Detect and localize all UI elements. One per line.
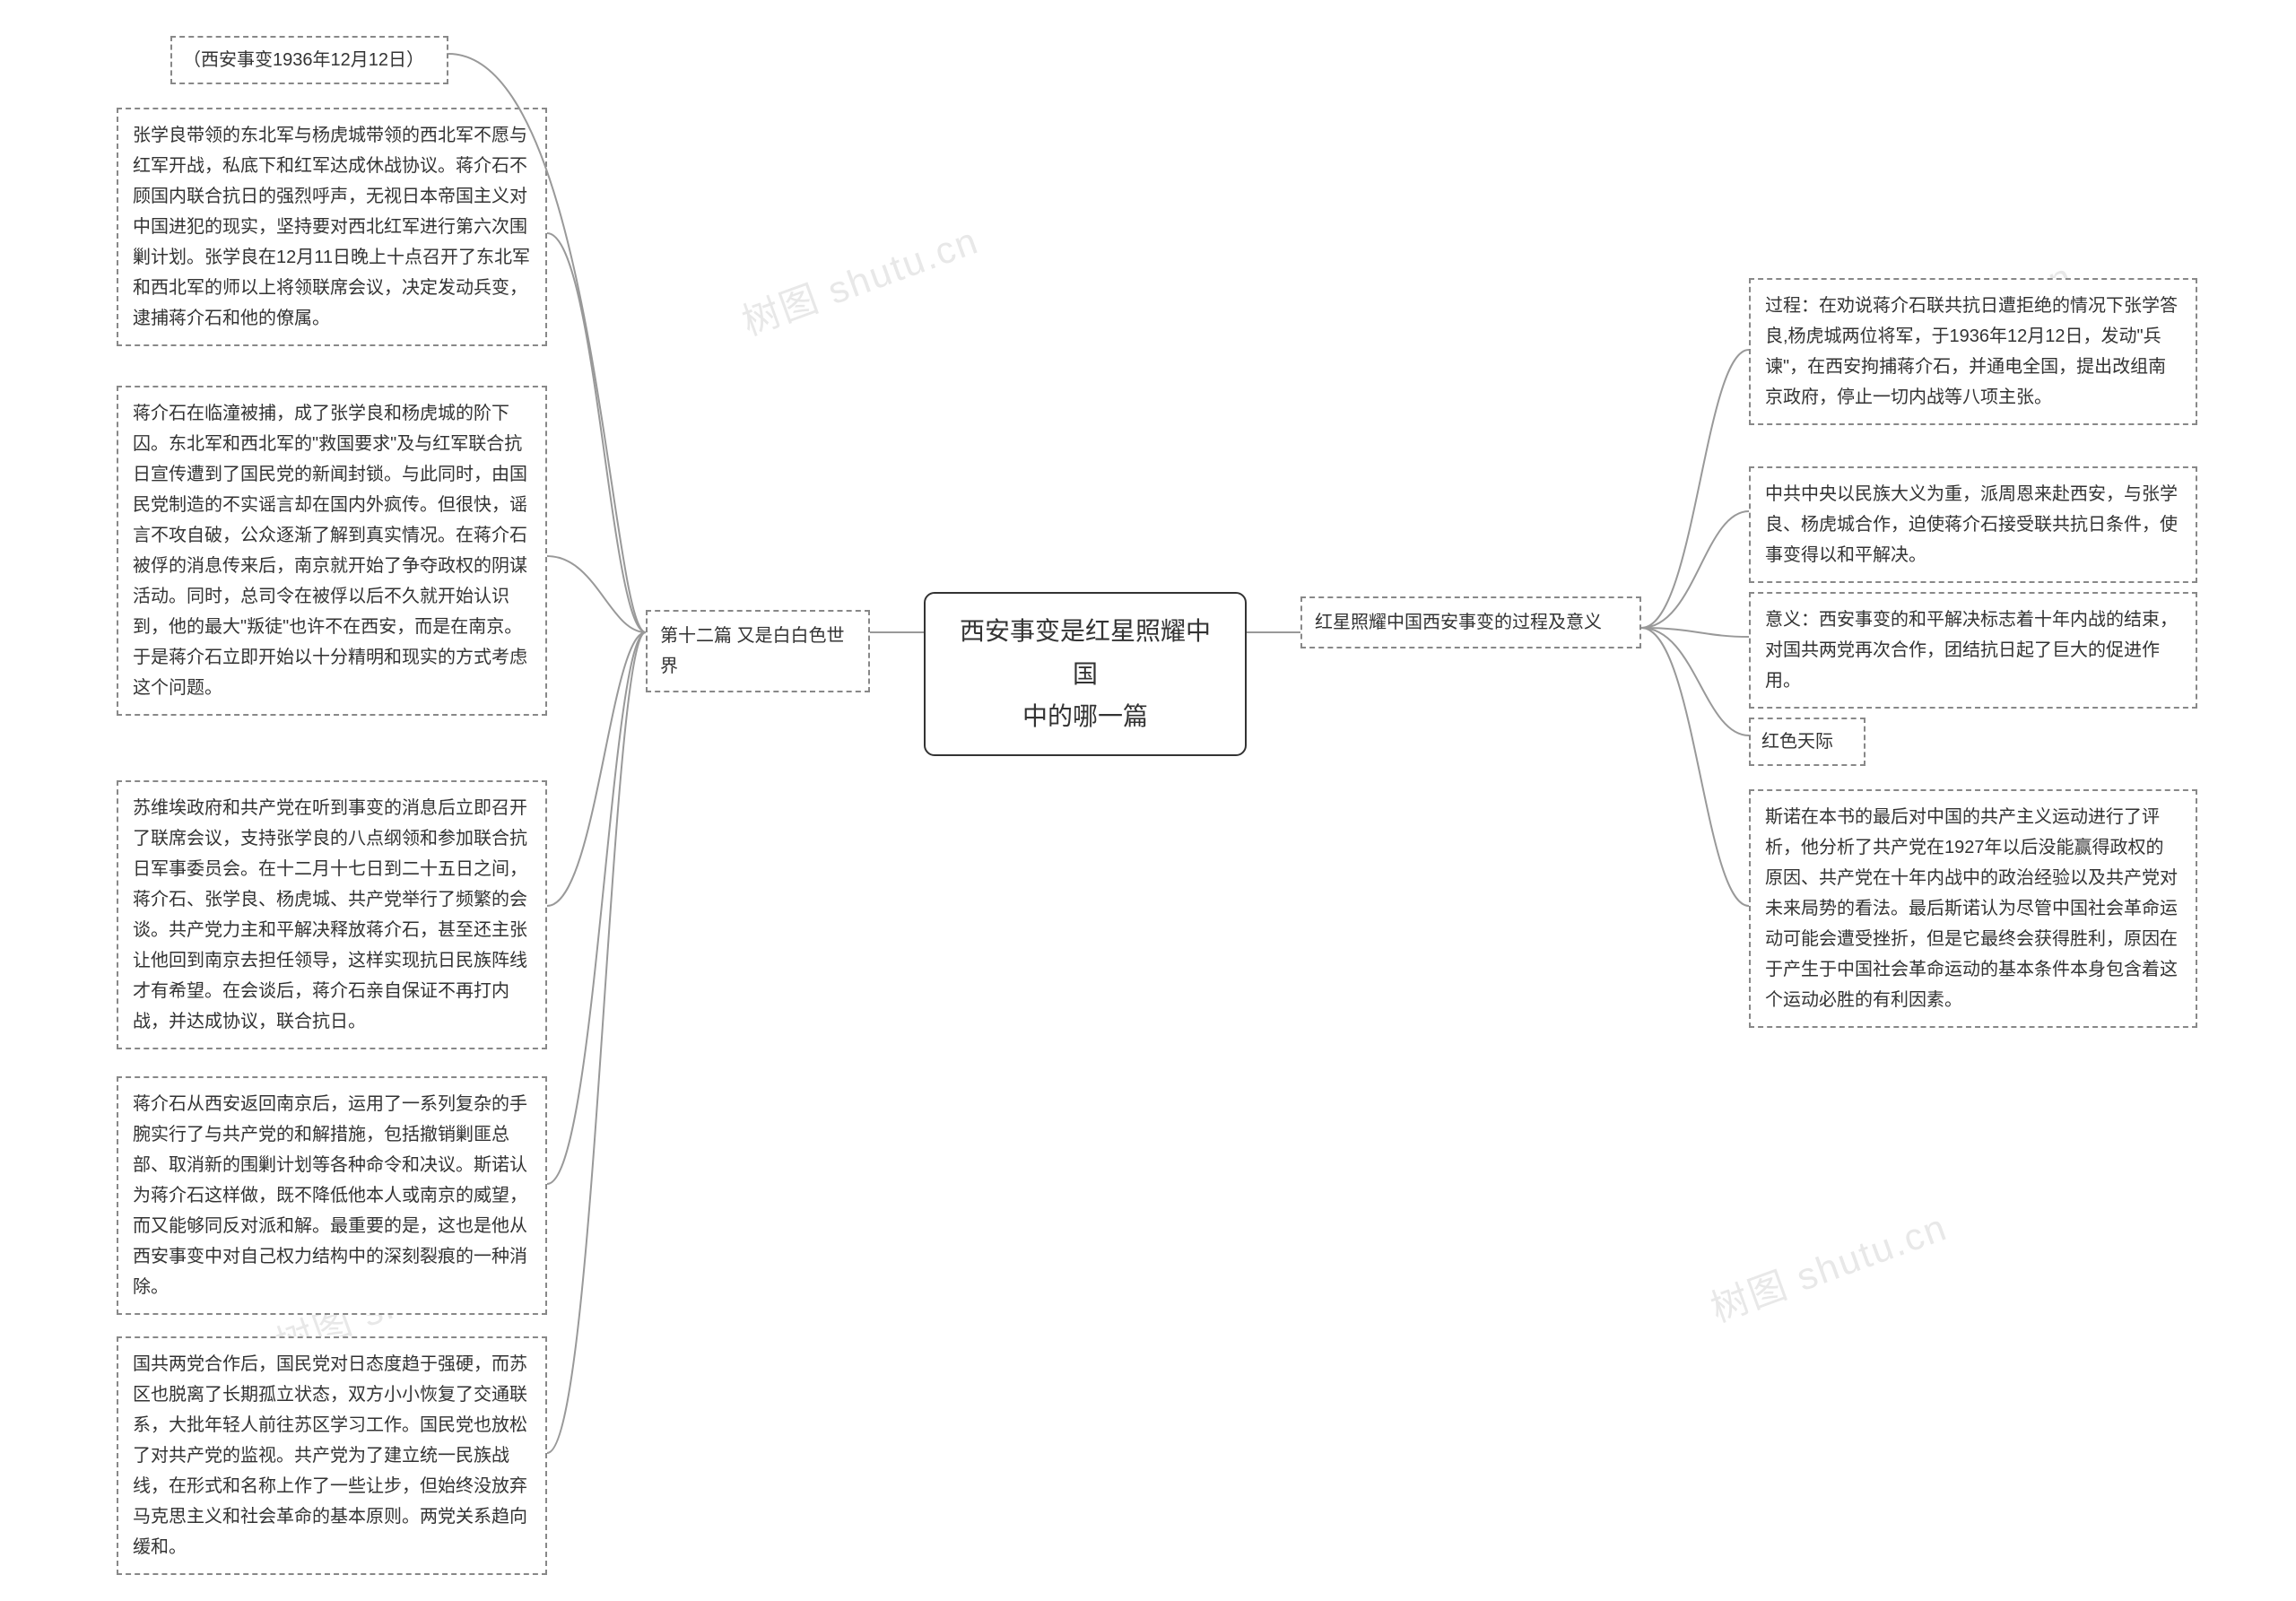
watermark: 树图 shutu.cn (1702, 1197, 1954, 1334)
left-node-5-text: 国共两党合作后，国民党对日态度趋于强硬，而苏区也脱离了长期孤立状态，双方小小恢复… (133, 1354, 527, 1557)
center-title: 西安事变是红星照耀中国中的哪一篇 (960, 617, 1211, 730)
left-node-4-text: 蒋介石从西安返回南京后，运用了一系列复杂的手腕实行了与共产党的和解措施，包括撤销… (133, 1094, 527, 1297)
left-node-0: （西安事变1936年12月12日） (170, 36, 448, 84)
left-node-1: 张学良带领的东北军与杨虎城带领的西北军不愿与红军开战，私底下和红军达成休战协议。… (117, 108, 547, 346)
right-node-0-text: 过程：在劝说蒋介石联共抗日遭拒绝的情况下张学答良,杨虎城两位将军，于1936年1… (1765, 296, 2178, 407)
right-node-2: 意义：西安事变的和平解决标志着十年内战的结束，对国共两党再次合作，团结抗日起了巨… (1749, 592, 2197, 709)
left-node-2: 蒋介石在临潼被捕，成了张学良和杨虎城的阶下囚。东北军和西北军的"救国要求"及与红… (117, 386, 547, 716)
right-node-2-text: 意义：西安事变的和平解决标志着十年内战的结束，对国共两党再次合作，团结抗日起了巨… (1765, 610, 2178, 691)
left-branch-label: 第十二篇 又是白白色世界 (646, 610, 870, 692)
right-node-0: 过程：在劝说蒋介石联共抗日遭拒绝的情况下张学答良,杨虎城两位将军，于1936年1… (1749, 278, 2197, 425)
left-branch-text: 第十二篇 又是白白色世界 (660, 626, 845, 676)
left-node-0-text: （西安事变1936年12月12日） (183, 50, 424, 70)
right-node-1: 中共中央以民族大义为重，派周恩来赴西安，与张学良、杨虎城合作，迫使蒋介石接受联共… (1749, 466, 2197, 583)
right-branch-label: 红星照耀中国西安事变的过程及意义 (1300, 596, 1641, 648)
watermark: 树图 shutu.cn (734, 211, 986, 347)
right-node-4-text: 斯诺在本书的最后对中国的共产主义运动进行了评析，他分析了共产党在1927年以后没… (1765, 807, 2178, 1010)
right-branch-text: 红星照耀中国西安事变的过程及意义 (1315, 613, 1602, 632)
right-node-3: 红色天际 (1749, 718, 1866, 766)
right-node-4: 斯诺在本书的最后对中国的共产主义运动进行了评析，他分析了共产党在1927年以后没… (1749, 789, 2197, 1028)
left-node-3-text: 苏维埃政府和共产党在听到事变的消息后立即召开了联席会议，支持张学良的八点纲领和参… (133, 798, 527, 1031)
left-node-3: 苏维埃政府和共产党在听到事变的消息后立即召开了联席会议，支持张学良的八点纲领和参… (117, 780, 547, 1049)
center-node: 西安事变是红星照耀中国中的哪一篇 (924, 592, 1247, 756)
left-node-5: 国共两党合作后，国民党对日态度趋于强硬，而苏区也脱离了长期孤立状态，双方小小恢复… (117, 1336, 547, 1575)
left-node-1-text: 张学良带领的东北军与杨虎城带领的西北军不愿与红军开战，私底下和红军达成休战协议。… (133, 126, 530, 328)
right-node-3-text: 红色天际 (1761, 732, 1833, 752)
left-node-2-text: 蒋介石在临潼被捕，成了张学良和杨虎城的阶下囚。东北军和西北军的"救国要求"及与红… (133, 404, 527, 698)
left-node-4: 蒋介石从西安返回南京后，运用了一系列复杂的手腕实行了与共产党的和解措施，包括撤销… (117, 1076, 547, 1315)
right-node-1-text: 中共中央以民族大义为重，派周恩来赴西安，与张学良、杨虎城合作，迫使蒋介石接受联共… (1765, 484, 2178, 565)
